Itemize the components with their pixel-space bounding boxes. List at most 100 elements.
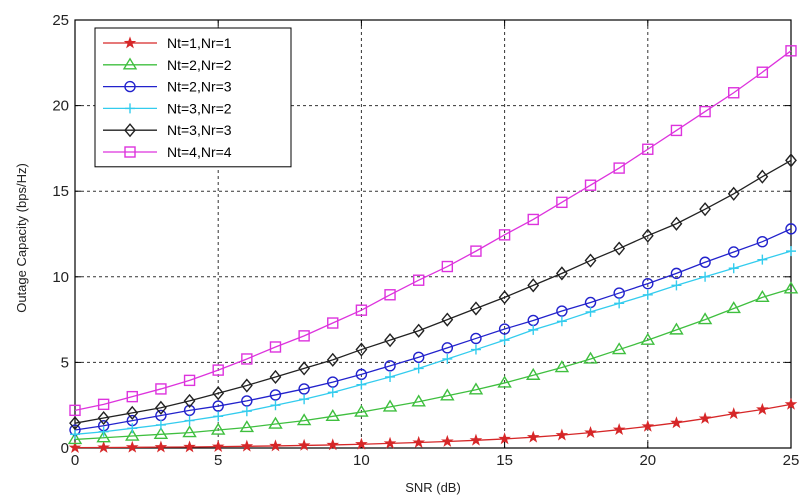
legend-label: Nt=3,Nr=2 xyxy=(167,100,232,116)
marker-circle xyxy=(728,246,740,258)
x-tick-label: 15 xyxy=(496,452,513,469)
marker-circle xyxy=(699,256,711,268)
marker-plus xyxy=(556,316,567,327)
marker-star xyxy=(727,407,741,420)
marker-square xyxy=(613,162,625,174)
marker-triangle xyxy=(125,428,140,441)
marker-star xyxy=(670,416,683,429)
marker-star xyxy=(125,440,139,453)
legend-entry: Nt=2,Nr=3 xyxy=(103,79,232,95)
marker-triangle xyxy=(239,420,255,433)
marker-square xyxy=(785,45,797,57)
marker-circle xyxy=(670,267,683,280)
marker-star xyxy=(412,435,425,448)
y-tick-label: 5 xyxy=(61,354,69,371)
marker-circle xyxy=(556,305,568,317)
marker-circle xyxy=(613,287,625,299)
marker-star xyxy=(612,423,626,436)
marker-circle xyxy=(241,395,253,407)
marker-circle xyxy=(183,404,196,417)
marker-star xyxy=(123,36,137,49)
marker-plus xyxy=(642,289,653,300)
marker-square xyxy=(124,146,136,158)
marker-plus xyxy=(757,254,768,265)
x-tick-label: 5 xyxy=(214,452,222,469)
series-nt-3-nr-3 xyxy=(69,153,797,431)
marker-triangle xyxy=(67,432,83,445)
marker-diamond xyxy=(126,405,139,420)
series-nt-1-nr-1 xyxy=(68,397,798,454)
series-nt-2-nr-3 xyxy=(69,223,797,436)
marker-triangle xyxy=(669,322,684,335)
marker-triangle xyxy=(697,312,713,325)
marker-star xyxy=(326,438,340,451)
marker-triangle xyxy=(640,332,656,345)
marker-plus xyxy=(184,415,195,426)
marker-diamond xyxy=(613,241,626,256)
marker-star xyxy=(756,402,769,415)
marker-square xyxy=(355,304,368,316)
marker-circle xyxy=(412,351,425,363)
x-tick-label: 25 xyxy=(783,452,800,469)
marker-triangle xyxy=(497,375,512,388)
marker-diamond xyxy=(412,323,425,338)
marker-triangle xyxy=(354,404,369,417)
marker-triangle xyxy=(325,408,340,422)
marker-circle xyxy=(441,342,454,354)
marker-diamond xyxy=(269,369,282,385)
marker-star xyxy=(97,440,110,453)
legend-box xyxy=(94,27,292,168)
marker-circle xyxy=(470,332,482,345)
marker-star xyxy=(297,438,311,451)
marker-square xyxy=(584,179,597,191)
marker-circle xyxy=(785,223,797,235)
legend-entry: Nt=3,Nr=3 xyxy=(103,122,232,138)
marker-triangle xyxy=(382,399,398,412)
x-tick-label: 20 xyxy=(639,452,656,469)
legend-entry: Nt=4,Nr=4 xyxy=(103,144,232,160)
marker-star xyxy=(183,440,196,453)
marker-diamond xyxy=(555,266,568,281)
marker-triangle xyxy=(783,281,799,294)
marker-square xyxy=(699,105,711,118)
marker-triangle xyxy=(153,426,169,440)
marker-star xyxy=(641,419,655,432)
marker-square xyxy=(126,390,138,403)
marker-triangle xyxy=(583,351,598,364)
legend-label: Nt=2,Nr=3 xyxy=(167,79,232,95)
marker-triangle xyxy=(122,57,138,70)
marker-circle xyxy=(298,383,310,395)
marker-triangle xyxy=(726,301,741,314)
marker-diamond xyxy=(785,153,797,168)
marker-diamond xyxy=(584,253,597,268)
marker-square xyxy=(756,66,769,78)
marker-triangle xyxy=(468,382,484,395)
marker-star xyxy=(498,432,511,445)
marker-plus xyxy=(585,306,596,317)
marker-triangle xyxy=(526,367,541,380)
marker-star xyxy=(211,440,225,452)
marker-square xyxy=(269,341,282,353)
series-nt-3-nr-2 xyxy=(70,246,796,440)
legend-label: Nt=4,Nr=4 xyxy=(167,144,232,160)
marker-diamond xyxy=(384,333,396,348)
marker-triangle xyxy=(210,422,226,435)
marker-square xyxy=(183,374,196,387)
marker-star xyxy=(784,397,798,410)
marker-triangle xyxy=(268,416,283,429)
x-axis-label: SNR (dB) xyxy=(405,480,461,495)
marker-plus xyxy=(700,271,711,282)
marker-square xyxy=(69,404,81,417)
legend-label: Nt=2,Nr=2 xyxy=(167,57,232,73)
marker-circle xyxy=(498,323,511,335)
marker-square xyxy=(384,289,396,301)
marker-diamond xyxy=(183,393,196,409)
marker-circle xyxy=(642,277,654,290)
marker-square xyxy=(728,87,740,99)
marker-plus xyxy=(127,423,138,434)
marker-circle xyxy=(212,400,224,412)
marker-plus xyxy=(528,324,539,335)
marker-triangle xyxy=(554,360,570,373)
marker-plus xyxy=(413,363,424,374)
marker-square xyxy=(470,245,482,257)
